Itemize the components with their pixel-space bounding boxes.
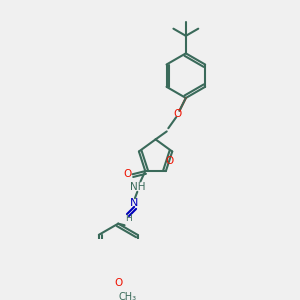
Text: CH₃: CH₃ [119,292,137,300]
Text: H: H [125,214,132,224]
Text: N: N [130,198,138,208]
Text: O: O [114,278,122,288]
Text: NH: NH [130,182,145,192]
Text: O: O [165,156,173,166]
Text: O: O [174,109,182,119]
Text: O: O [124,169,132,179]
